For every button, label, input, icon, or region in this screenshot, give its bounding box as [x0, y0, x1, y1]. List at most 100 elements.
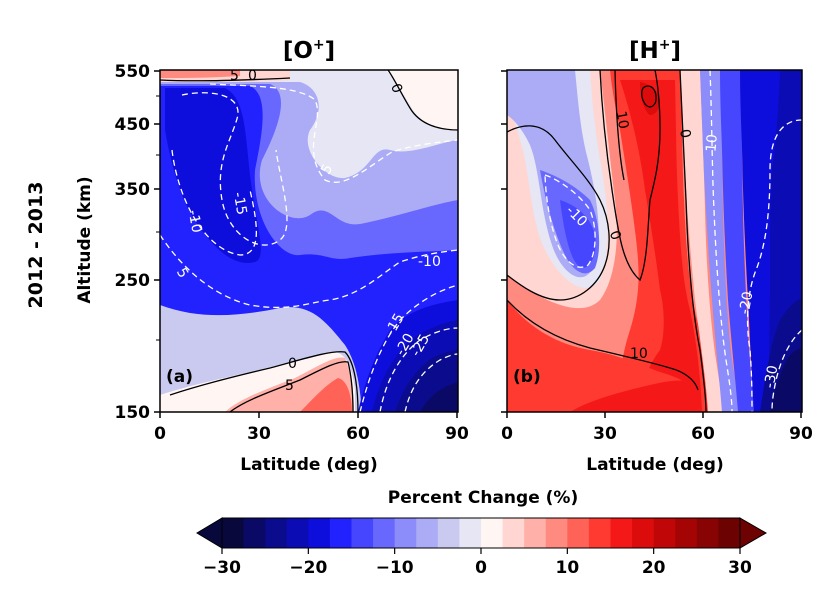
- panel-b-clabel-1: 10: [612, 110, 631, 130]
- colorbar-segment: [373, 518, 396, 548]
- panel-b-right-m30: [770, 348, 802, 412]
- colorbar-segment: [394, 518, 417, 548]
- panel-a-contour-neg20-right: [379, 327, 458, 412]
- panel-a-frame: [159, 69, 459, 413]
- colorbar-tick-label: 0: [475, 558, 487, 578]
- panel-b-title-base: [H: [629, 38, 659, 64]
- panel-b-field: [507, 70, 802, 412]
- panel-b-contour-neg20: [746, 119, 802, 412]
- colorbar-segment: [610, 518, 633, 548]
- panel-a-clabel-1: 5: [230, 68, 239, 84]
- panel-a-ytick-550: 550: [115, 62, 151, 82]
- panel-a-y-axis: 150 250 350 450 550: [115, 62, 160, 423]
- panel-a-clabel-8: -10: [418, 254, 441, 270]
- panel-a-ytick-150: 150: [115, 403, 151, 423]
- panel-b-bottom-pos: [507, 300, 700, 412]
- colorbar-segment: [265, 518, 288, 548]
- panel-a-clabel-13: 5: [285, 378, 294, 394]
- panel-b-region-left-m15: [560, 200, 596, 268]
- panel-b-center-pos15: [620, 80, 702, 412]
- panel-a-clabel-4: -15: [230, 191, 250, 216]
- panel-a-xlabel: Latitude (deg): [240, 455, 378, 475]
- panel-b-clabel-3: 10: [703, 134, 720, 153]
- panel-b-xtick-90: 90: [789, 424, 813, 444]
- colorbar: Percent Change (%) −30 −20 −10 0 10 20 30: [196, 488, 768, 578]
- colorbar-segments: [222, 518, 741, 548]
- colorbar-segment: [545, 518, 568, 548]
- colorbar-high-extension: [740, 518, 766, 548]
- panel-a-contour-neg10: [181, 92, 288, 246]
- panel-a-x-axis: 0 30 60 90: [154, 412, 469, 444]
- panel-a-contour-neg5-low: [160, 234, 458, 309]
- panel-a-contour-top-zero: [160, 77, 291, 82]
- panel-a-contour-neg5: [209, 83, 458, 183]
- panel-a-clabel-2: 0: [248, 68, 257, 84]
- panel-a-contour-top-right: [387, 70, 458, 131]
- panel-b-right-zero: [680, 70, 722, 412]
- colorbar-low-extension: [197, 518, 222, 548]
- colorbar-segment: [437, 518, 461, 548]
- panel-b-contour-peak: [641, 85, 657, 108]
- panel-a-region-pos10: [300, 378, 352, 412]
- panel-a-xtick-30: 30: [247, 424, 271, 444]
- panel-b-right-m10: [720, 70, 754, 412]
- panel-a-ytick-250: 250: [115, 271, 151, 291]
- colorbar-tick-label: −10: [376, 558, 414, 578]
- colorbar-segment: [696, 518, 720, 548]
- colorbar-tick-label: −30: [203, 558, 241, 578]
- panel-a-ytick-450: 450: [115, 115, 151, 135]
- colorbar-segment: [675, 518, 698, 548]
- panel-b-xlabel: Latitude (deg): [586, 455, 724, 475]
- colorbar-segment: [329, 518, 353, 548]
- panel-b-clabel-2: 0: [676, 128, 693, 140]
- panel-b-title: [H+]: [629, 37, 681, 64]
- panel-a-ylabel: Altitude (km): [75, 176, 95, 303]
- panel-a-contour-pos5: [229, 361, 354, 412]
- colorbar-segment: [416, 518, 439, 548]
- colorbar-segment: [243, 518, 266, 548]
- panel-a-region-m20-left: [165, 88, 261, 263]
- panel-a-contour-zero: [169, 351, 359, 412]
- colorbar-segment: [502, 518, 525, 548]
- panel-a-clabel-5: -10: [185, 209, 205, 234]
- colorbar-segment: [351, 518, 374, 548]
- colorbar-segment: [308, 518, 331, 548]
- panel-b-clabel-6: -20: [737, 290, 757, 315]
- panel-b-contour-zero-left: [507, 125, 610, 301]
- panel-b-xtick-30: 30: [593, 424, 617, 444]
- panel-b-right-m5: [700, 70, 738, 412]
- panel-a-contour-neg10-right: [359, 284, 458, 412]
- panel-a-xtick-0: 0: [154, 424, 166, 444]
- colorbar-tick-label: 10: [555, 558, 579, 578]
- panel-a-field: [160, 70, 458, 412]
- colorbar-tick-label: 20: [642, 558, 666, 578]
- colorbar-high-outline: [739, 517, 768, 549]
- panel-b-y-axis: [501, 70, 507, 413]
- panel-b-title-end: ]: [670, 38, 681, 64]
- panel-a-region-m30-right: [420, 382, 458, 412]
- panel-b-contour-zero-right: [679, 70, 707, 412]
- colorbar-segment: [588, 518, 612, 548]
- panel-b-xtick-60: 60: [691, 424, 715, 444]
- panel-a-xtick-60: 60: [346, 424, 370, 444]
- panel-a-top-right-patch: [385, 70, 458, 130]
- panel-b-x-axis: 0 30 60 90: [501, 412, 813, 444]
- colorbar-segment: [718, 518, 741, 548]
- colorbar-tick-label: −20: [289, 558, 327, 578]
- colorbar-tick-label: 30: [728, 558, 752, 578]
- panel-b-title-sup: +: [659, 37, 671, 53]
- panel-a-title-base: [O: [283, 38, 313, 64]
- panel-b-clabel-8: -30: [762, 364, 782, 389]
- row-label: 2012 - 2013: [25, 182, 47, 309]
- panel-b-contour-ten-bottom: [507, 299, 699, 391]
- panel-a-xtick-90: 90: [445, 424, 469, 444]
- colorbar-segment: [653, 518, 676, 548]
- colorbar-segment: [632, 518, 655, 548]
- panel-b-contour-neg10: [709, 70, 733, 412]
- panel-a-title: [O+]: [283, 37, 335, 64]
- panel-a-title-sup: +: [313, 37, 325, 53]
- colorbar-segment: [222, 518, 245, 548]
- panel-b-contour-zero-center: [599, 70, 661, 282]
- colorbar-segment: [459, 518, 482, 548]
